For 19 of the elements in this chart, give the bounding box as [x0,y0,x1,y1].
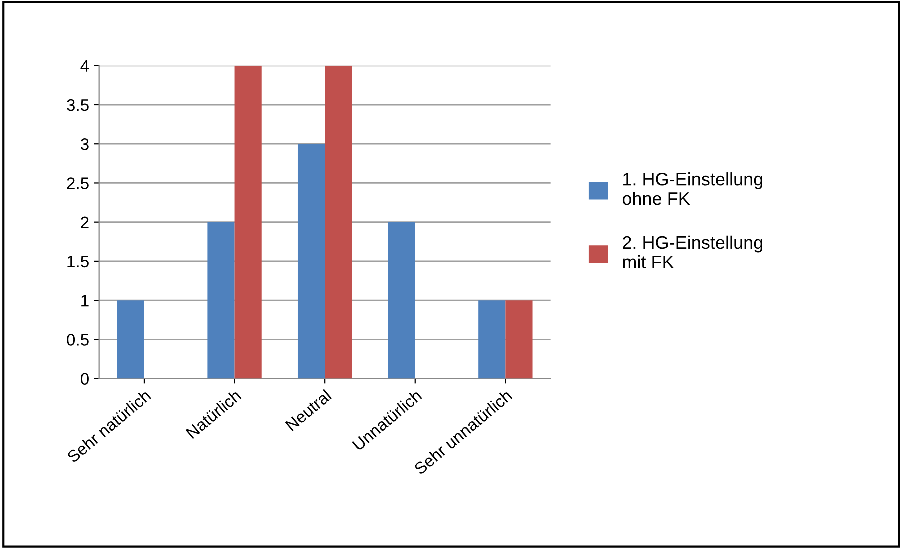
y-tick-label: 1.5 [68,256,89,268]
legend-label: 1. HG-Einstellung ohne FK [622,172,762,206]
legend-label: 2. HG-Einstellung mit FK [623,236,762,269]
y-tick-label: 2 [81,216,89,228]
y-tick-label: 3 [80,138,89,150]
bar [234,66,262,379]
bar [117,300,144,379]
bar [388,222,416,379]
bar [506,300,533,379]
bar [208,222,235,379]
bar [325,66,352,379]
y-tick-label: 2.5 [67,178,89,190]
y-tick-label: 3.5 [67,99,89,112]
bar [298,144,326,379]
y-tick-label: 0 [80,373,89,386]
bar [478,300,506,379]
y-tick-label: 1 [82,295,89,307]
y-tick-label: 0.5 [67,334,89,346]
y-tick-label: 4 [80,60,90,72]
